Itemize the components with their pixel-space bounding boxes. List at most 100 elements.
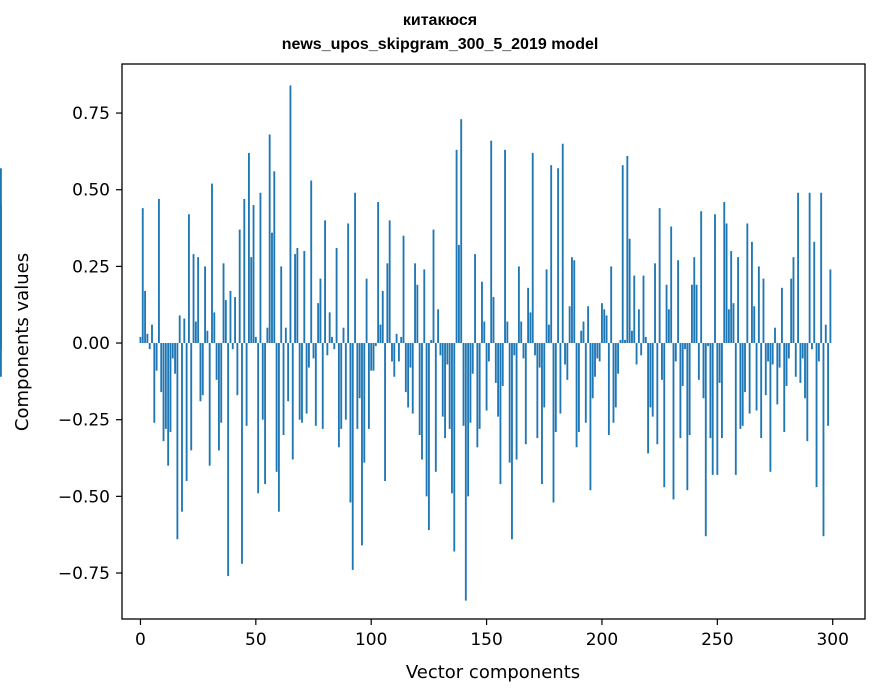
bar	[605, 315, 608, 344]
bar	[681, 343, 684, 386]
bar	[471, 343, 474, 374]
bar	[381, 290, 384, 344]
bar	[614, 343, 617, 408]
bar	[813, 241, 816, 344]
bar	[395, 333, 398, 344]
bar	[511, 343, 513, 540]
bar	[391, 343, 393, 362]
bar	[640, 343, 643, 356]
bar	[444, 343, 446, 439]
bar	[594, 343, 596, 377]
bar	[667, 309, 670, 344]
bar	[587, 306, 590, 344]
bar	[439, 343, 442, 356]
bar	[273, 171, 276, 344]
bar	[397, 343, 400, 362]
bar	[785, 343, 788, 386]
bar	[317, 303, 320, 344]
bar	[176, 343, 179, 540]
bar	[174, 343, 176, 374]
bar	[619, 339, 622, 344]
bar	[197, 257, 200, 344]
bar	[331, 336, 333, 344]
bar	[716, 343, 719, 475]
bar	[0, 343, 2, 350]
bar	[289, 85, 292, 344]
bar	[718, 343, 721, 383]
bar	[247, 152, 250, 344]
bar	[515, 343, 518, 460]
bar	[386, 263, 389, 344]
bar	[707, 343, 710, 347]
bar	[529, 312, 532, 344]
bar	[499, 343, 502, 485]
bar	[215, 343, 218, 380]
y-tick-label: 0.00	[72, 334, 110, 354]
bar	[231, 343, 234, 350]
bar	[301, 343, 303, 423]
bar	[314, 343, 317, 426]
bar	[644, 336, 647, 344]
bar	[423, 269, 426, 344]
bar	[298, 343, 301, 420]
bar	[171, 343, 174, 359]
bar	[344, 343, 347, 420]
bar	[393, 343, 396, 377]
bar	[460, 119, 463, 344]
bar	[192, 254, 195, 344]
bar	[181, 343, 183, 512]
bar	[275, 343, 278, 472]
bar	[534, 343, 536, 356]
bar	[319, 278, 322, 344]
bar	[206, 330, 209, 344]
bar	[303, 251, 306, 344]
bar	[414, 263, 416, 344]
bar	[580, 330, 583, 344]
bar	[730, 251, 733, 344]
bar	[183, 318, 186, 344]
bar	[649, 343, 652, 408]
bar	[222, 263, 225, 344]
bar	[287, 343, 290, 402]
bar	[596, 343, 599, 359]
bar	[141, 208, 144, 344]
bar	[284, 327, 287, 344]
bar	[158, 198, 160, 344]
bar	[404, 343, 407, 393]
bar	[697, 343, 700, 380]
bar	[820, 192, 823, 344]
bar	[351, 343, 354, 570]
bar	[328, 312, 331, 344]
bar	[506, 321, 509, 344]
x-tick-label: 50	[245, 630, 267, 650]
bar	[635, 343, 638, 365]
bar	[739, 343, 742, 429]
bar	[663, 343, 666, 488]
bar	[617, 343, 620, 374]
bar	[167, 343, 170, 466]
bar	[162, 343, 165, 442]
bar	[250, 257, 253, 344]
bar	[310, 180, 313, 344]
bar	[631, 330, 633, 344]
bar	[337, 343, 340, 448]
bar	[155, 343, 158, 371]
bar	[199, 343, 202, 402]
bar	[296, 247, 299, 344]
chart-title: китакюся	[402, 12, 478, 29]
bar	[686, 343, 689, 491]
bar	[737, 257, 740, 344]
bar	[326, 343, 329, 356]
x-tick-label: 100	[355, 630, 387, 650]
bar	[234, 297, 236, 344]
bar	[547, 324, 550, 344]
x-tick-label: 200	[586, 630, 618, 650]
bar	[628, 238, 631, 344]
x-tick-label: 0	[135, 630, 146, 650]
bar	[723, 201, 726, 344]
y-tick-label: −0.50	[58, 487, 110, 507]
bar	[453, 343, 456, 552]
bar	[427, 343, 430, 531]
bar	[430, 339, 433, 344]
bar	[305, 343, 308, 414]
